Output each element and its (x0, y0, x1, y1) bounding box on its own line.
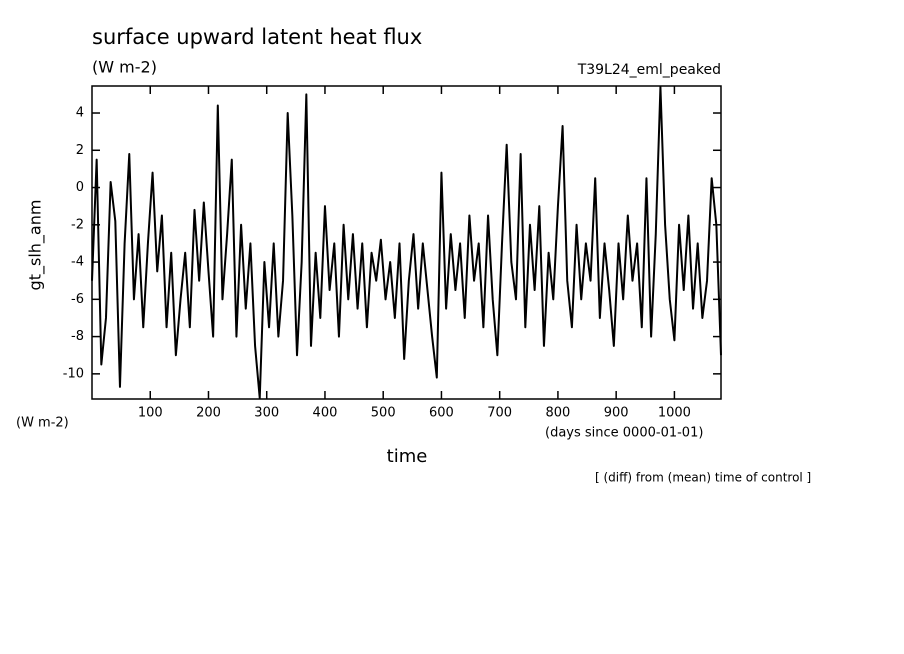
x-tick-label: 800 (546, 406, 571, 421)
data-line (91, 85, 722, 400)
x-tick-label: 300 (254, 406, 279, 421)
x-tick-label: 100 (138, 406, 163, 421)
y-tick-label: -6 (71, 292, 84, 307)
y-tick-label: 2 (76, 143, 84, 158)
x-tick-label: 600 (429, 406, 454, 421)
x-tick-label: 900 (604, 406, 629, 421)
y-tick-label: 0 (76, 180, 84, 195)
y-axis-label: gt_slh_anm (26, 200, 46, 291)
chart-title: surface upward latent heat flux (92, 25, 422, 49)
note: [ (diff) from (mean) time of control ] (595, 471, 811, 485)
run-label: T39L24_eml_peaked (577, 62, 721, 78)
y-units: (W m-2) (16, 416, 69, 431)
x-units: (days since 0000-01-01) (545, 426, 703, 441)
y-tick-label: -2 (71, 217, 84, 232)
plot-frame (91, 85, 722, 400)
x-tick-label: 400 (313, 406, 338, 421)
y-tick-label: 4 (76, 106, 84, 121)
x-tick-label: 200 (196, 406, 221, 421)
chart-subtitle: (W m-2) (92, 58, 157, 77)
x-tick-label: 700 (487, 406, 512, 421)
y-tick-label: -4 (71, 255, 84, 270)
y-tick-label: -8 (71, 329, 84, 344)
x-tick-label: 1000 (658, 406, 691, 421)
x-axis-label: time (387, 446, 428, 467)
y-tick-label: -10 (63, 366, 84, 381)
x-tick-label: 500 (371, 406, 396, 421)
